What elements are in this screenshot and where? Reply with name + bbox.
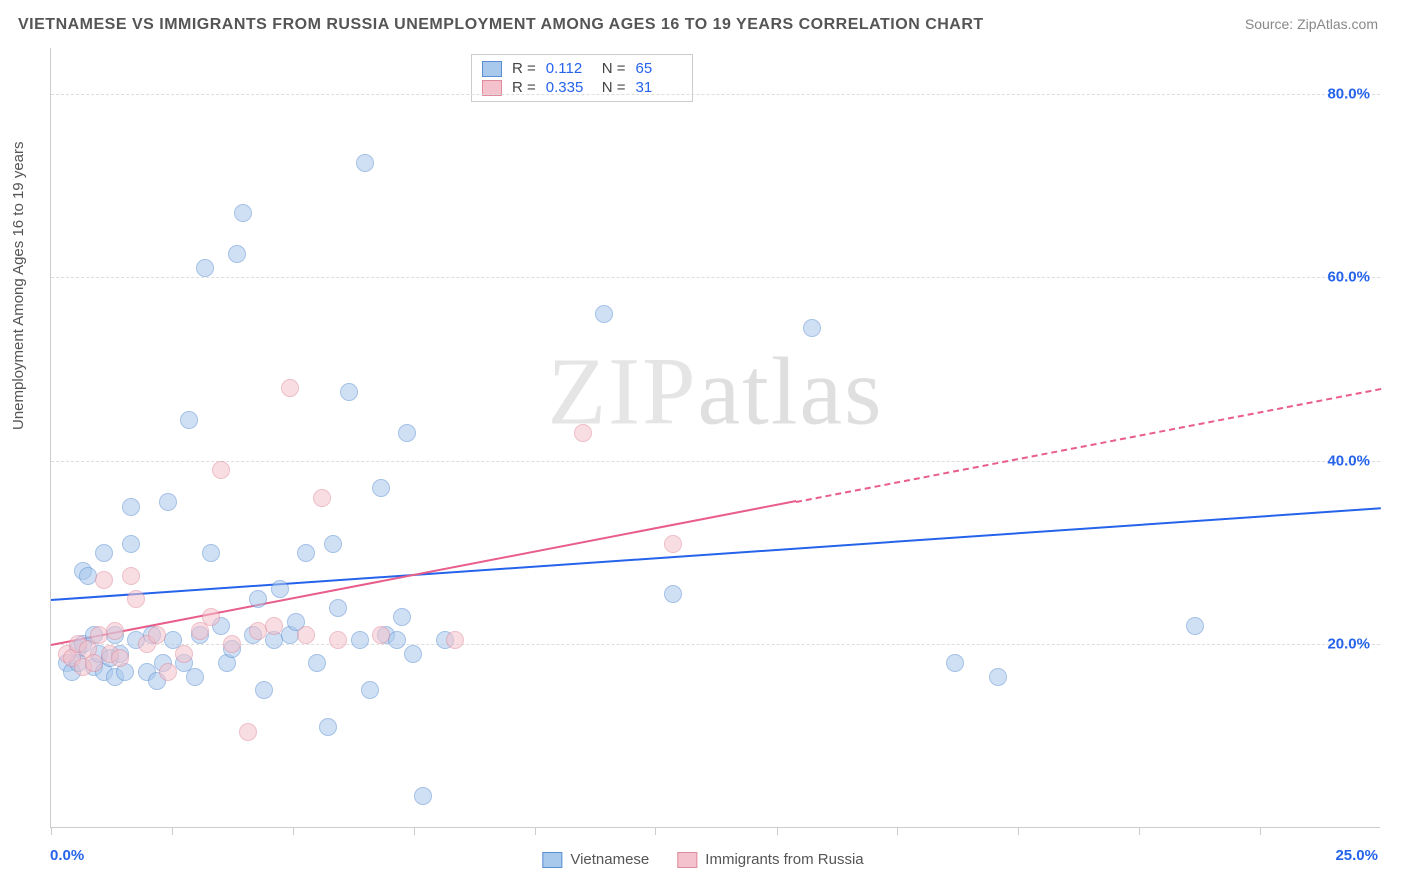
gridline [51,461,1380,462]
data-point [223,635,241,653]
y-axis-label: Unemployment Among Ages 16 to 19 years [10,141,27,430]
data-point [202,544,220,562]
data-point [356,154,374,172]
data-point [255,681,273,699]
x-tick-min: 0.0% [50,847,84,864]
y-tick-label: 80.0% [1327,85,1370,102]
data-point [297,626,315,644]
stat-n-value: 65 [636,60,682,77]
data-point [372,626,390,644]
data-point [1186,617,1204,635]
legend-label: Vietnamese [570,851,649,868]
data-point [271,580,289,598]
x-tick [535,827,536,835]
data-point [388,631,406,649]
data-point [122,567,140,585]
data-point [574,424,592,442]
gridline [51,277,1380,278]
x-tick [172,827,173,835]
data-point [196,259,214,277]
legend-item: Vietnamese [542,851,649,868]
regression-line [796,388,1382,503]
data-point [122,535,140,553]
data-point [111,649,129,667]
data-point [446,631,464,649]
data-point [297,544,315,562]
x-tick [414,827,415,835]
data-point [313,489,331,507]
stat-n-label: N = [602,60,626,77]
data-point [664,535,682,553]
data-point [85,654,103,672]
data-point [319,718,337,736]
x-tick [1139,827,1140,835]
data-point [127,590,145,608]
stat-r-value: 0.112 [546,60,592,77]
x-tick [51,827,52,835]
data-point [324,535,342,553]
y-tick-label: 60.0% [1327,269,1370,286]
data-point [351,631,369,649]
data-point [329,631,347,649]
data-point [95,571,113,589]
data-point [372,479,390,497]
gridline [51,94,1380,95]
plot-area: ZIPatlas R =0.112N =65R =0.335N =31 20.0… [50,48,1380,828]
data-point [664,585,682,603]
x-tick [293,827,294,835]
stats-row: R = 0.112 N = 65 [482,59,682,78]
x-tick-max: 25.0% [1335,847,1378,864]
data-point [239,723,257,741]
data-point [180,411,198,429]
data-point [989,668,1007,686]
data-point [329,599,347,617]
data-point [398,424,416,442]
data-point [106,622,124,640]
x-tick [897,827,898,835]
legend-item: Immigrants from Russia [677,851,863,868]
stat-r-label: R = [512,60,536,77]
data-point [122,498,140,516]
data-point [202,608,220,626]
watermark: ZIPatlas [548,335,884,446]
data-point [234,204,252,222]
regression-line [51,501,796,647]
source-label: Source: ZipAtlas.com [1245,16,1378,32]
data-point [265,617,283,635]
data-point [414,787,432,805]
regression-line [51,507,1381,601]
data-point [308,654,326,672]
gridline [51,644,1380,645]
data-point [249,590,267,608]
legend-swatch [677,852,697,868]
x-tick [1260,827,1261,835]
data-point [361,681,379,699]
data-point [212,461,230,479]
data-point [803,319,821,337]
data-point [404,645,422,663]
data-point [159,493,177,511]
x-tick [777,827,778,835]
data-point [340,383,358,401]
chart-title: VIETNAMESE VS IMMIGRANTS FROM RUSSIA UNE… [18,16,984,34]
legend-swatch [482,61,502,77]
data-point [595,305,613,323]
data-point [281,379,299,397]
data-point [393,608,411,626]
data-point [159,663,177,681]
y-tick-label: 40.0% [1327,452,1370,469]
data-point [175,645,193,663]
x-tick [1018,827,1019,835]
legend-label: Immigrants from Russia [705,851,863,868]
data-point [946,654,964,672]
series-legend: Vietnamese Immigrants from Russia [542,851,863,868]
data-point [148,626,166,644]
data-point [228,245,246,263]
y-tick-label: 20.0% [1327,636,1370,653]
data-point [95,544,113,562]
data-point [186,668,204,686]
legend-swatch [542,852,562,868]
x-tick [655,827,656,835]
